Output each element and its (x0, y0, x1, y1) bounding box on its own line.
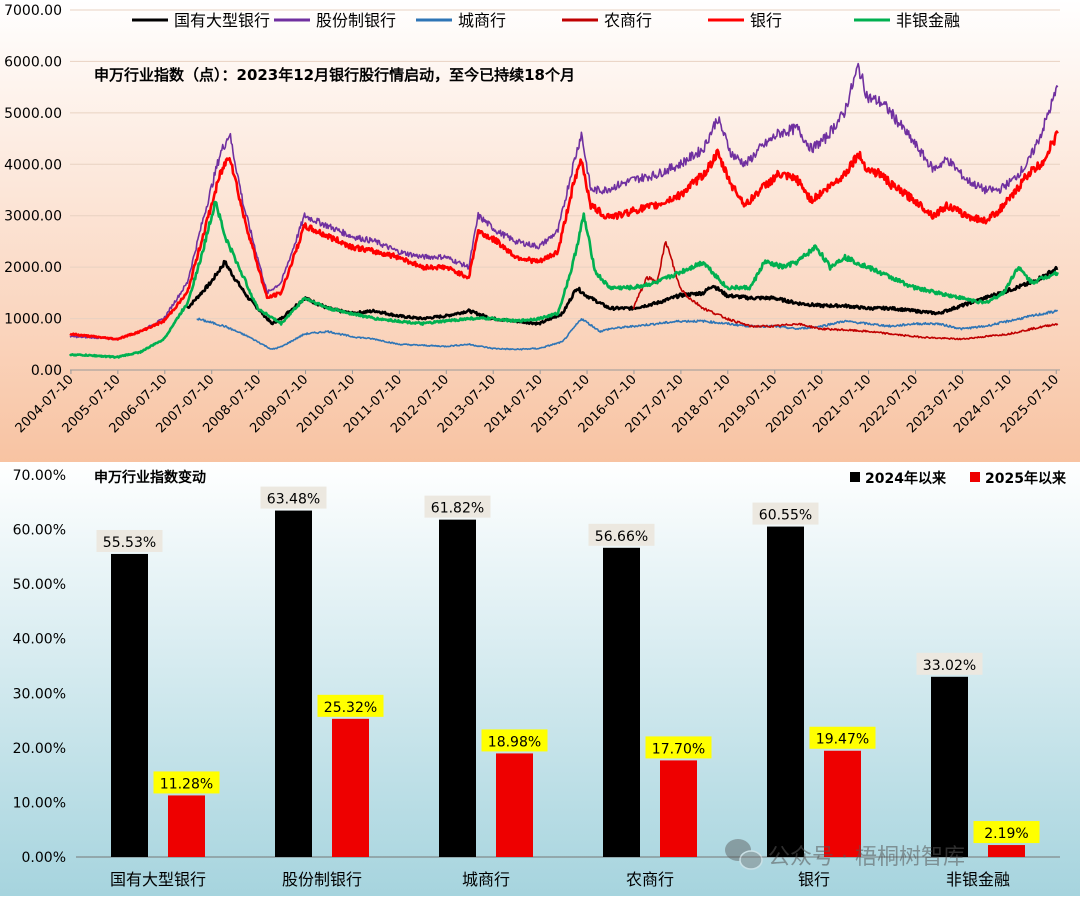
data-label-1-5: 2.19% (984, 826, 1028, 842)
bar-chart-y-tick: 10.00% (13, 795, 66, 811)
bar-category-label: 银行 (798, 870, 830, 889)
line-chart-legend: 国有大型银行 股份制银行 城商行 农商行 银行 非银金融 (132, 11, 960, 30)
watermark-text: 公众号 · 梧桐树智库 (768, 845, 965, 870)
data-label-box (424, 495, 491, 518)
legend-label-2: 城商行 (458, 11, 506, 30)
wechat-icon (725, 839, 763, 870)
line-chart-y-tick: 5000.00 (4, 106, 62, 122)
watermark: 公众号 · 梧桐树智库 (725, 839, 965, 870)
bar-chart-title: 申万行业指数变动 (94, 469, 206, 486)
data-label-1-0: 11.28% (160, 776, 213, 792)
bar-chart-y-tick: 60.00% (13, 523, 66, 539)
bar-chart-y-tick: 20.00% (13, 741, 66, 757)
data-label-1-1: 25.32% (324, 700, 377, 716)
data-label-0-4: 60.55% (759, 508, 812, 524)
bar-chart-x-axis: 国有大型银行 股份制银行 城商行 农商行 银行 非银金融 (110, 870, 1010, 889)
line-chart-y-tick: 1000.00 (4, 312, 62, 328)
line-series-5 (68, 200, 1059, 359)
data-label-0-3: 56.66% (595, 529, 648, 545)
bar-category-label: 城商行 (462, 870, 510, 889)
bar-legend-label-0: 2024年以来 (865, 470, 947, 487)
data-label-box (752, 502, 819, 525)
bar-chart-y-tick: 30.00% (13, 686, 66, 702)
line-chart-series (68, 62, 1059, 359)
bar-chart-y-axis: 70.00% 60.00% 50.00% 40.00% 30.00% 20.00% 10.0… (13, 468, 1060, 866)
bar-chart-y-tick: 40.00% (13, 632, 66, 648)
data-label-box (973, 821, 1040, 844)
bar-chart-y-tick: 50.00% (13, 577, 66, 593)
data-label-box (588, 523, 655, 546)
bar-category-label: 非银金融 (946, 870, 1010, 889)
bar-category-label: 国有大型银行 (110, 870, 206, 889)
data-label-0-0: 55.53% (103, 535, 156, 551)
bar-0-3 (603, 547, 640, 857)
bar-1-2 (496, 753, 533, 857)
bar-1-3 (660, 760, 697, 857)
data-label-1-4: 19.47% (816, 732, 869, 748)
legend-label-1: 股份制银行 (316, 11, 396, 30)
bar-chart-y-tick: 70.00% (13, 468, 66, 484)
data-label-0-1: 63.48% (267, 492, 320, 508)
line-chart-background (0, 0, 1080, 462)
bar-0-4 (767, 526, 804, 857)
line-chart-y-tick: 7000.00 (4, 3, 62, 19)
bar-0-2 (439, 519, 476, 857)
data-label-box (153, 771, 220, 794)
data-label-1-3: 17.70% (652, 741, 705, 757)
data-label-box (645, 736, 712, 759)
data-label-1-2: 18.98% (488, 734, 541, 750)
data-label-box (809, 726, 876, 749)
data-label-0-5: 33.02% (923, 658, 976, 674)
bar-0-5 (931, 676, 968, 857)
bar-1-1 (332, 718, 369, 857)
legend-label-5: 非银金融 (896, 11, 960, 30)
line-chart-y-tick: 4000.00 (4, 157, 62, 173)
line-chart-y-tick: 6000.00 (4, 54, 62, 70)
data-label-box (96, 529, 163, 552)
bar-1-0 (168, 795, 205, 857)
bar-legend-label-1: 2025年以来 (985, 470, 1067, 487)
line-chart-y-tick: 3000.00 (4, 209, 62, 225)
data-label-box (916, 652, 983, 675)
bar-1-5 (988, 845, 1025, 857)
data-label-box (481, 729, 548, 752)
line-chart-y-tick: 2000.00 (4, 260, 62, 276)
bar-category-label: 农商行 (626, 870, 674, 889)
line-series-4 (69, 130, 1059, 341)
data-label-box (260, 486, 327, 509)
bar-chart-legend: 2024年以来 2025年以来 (850, 470, 1067, 487)
line-series-1 (69, 62, 1059, 341)
line-chart-title: 申万行业指数（点）：2023年12月银行股行情启动，至今已持续18个月 (94, 66, 575, 84)
data-label-0-2: 61.82% (431, 501, 484, 517)
legend-label-4: 银行 (750, 11, 782, 30)
bar-legend-swatch-1 (970, 472, 980, 482)
bar-chart-bars: 55.53% 11.28% 63.48% 25.32% 61.82% 18.98% 56.6… (96, 486, 1040, 857)
bar-legend-swatch-0 (850, 472, 860, 482)
line-chart-y-tick: 0.00 (31, 363, 62, 379)
data-label-box (317, 694, 384, 717)
line-series-2 (196, 309, 1059, 351)
bar-chart-y-tick: 0.00% (22, 850, 66, 866)
bar-0-1 (275, 510, 312, 857)
bar-category-label: 股份制银行 (282, 870, 362, 889)
line-chart-y-axis: 7000.00 6000.00 5000.00 4000.00 3000.00 2000.… (4, 3, 62, 379)
legend-label-3: 农商行 (604, 11, 652, 30)
legend-label-0: 国有大型银行 (174, 11, 270, 30)
bar-0-0 (111, 553, 148, 857)
bar-1-4 (824, 750, 861, 857)
line-series-3 (632, 241, 1059, 341)
bar-chart-background (0, 462, 1080, 896)
